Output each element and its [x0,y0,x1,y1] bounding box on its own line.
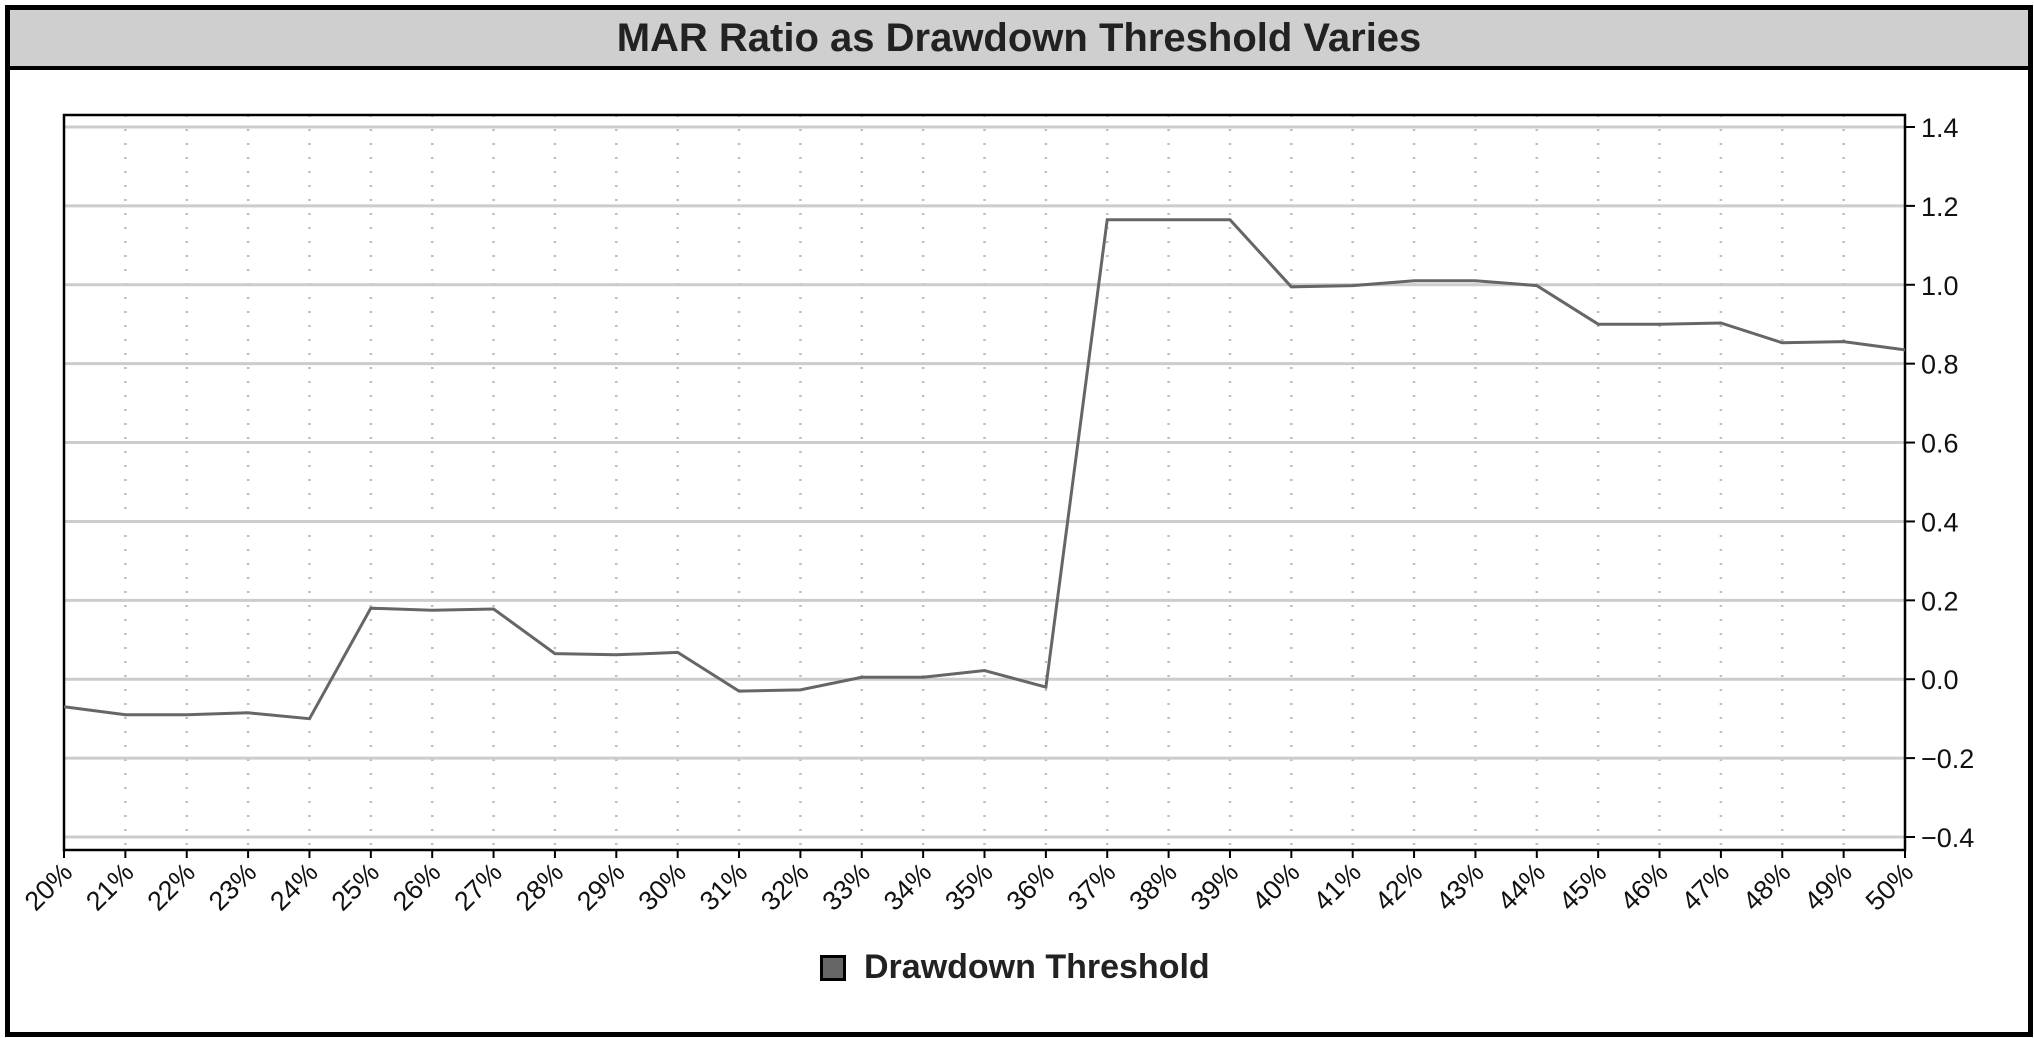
chart-legend: Drawdown Threshold [820,948,1210,987]
x-tick-label: 29% [571,857,630,916]
x-tick-label: 47% [1676,857,1735,916]
chart-title-bar: MAR Ratio as Drawdown Threshold Varies [10,10,2028,70]
chart-title: MAR Ratio as Drawdown Threshold Varies [616,15,1422,60]
y-tick-label: 0.8 [1921,350,1959,380]
x-tick-label: 27% [448,857,507,916]
y-tick-label: 0.4 [1921,507,1959,537]
y-tick-label: 0.0 [1921,665,1959,695]
x-tick-label: 37% [1062,857,1121,916]
y-tick-label: 0.2 [1921,586,1959,616]
x-tick-label: 44% [1492,857,1551,916]
y-tick-label: −0.4 [1921,823,1974,853]
x-tick-label: 33% [817,857,876,916]
x-tick-label: 25% [326,857,385,916]
x-tick-label: 49% [1798,857,1857,916]
x-tick-label: 28% [510,857,569,916]
legend-label: Drawdown Threshold [864,948,1210,986]
x-tick-label: 31% [694,857,753,916]
x-tick-label: 41% [1308,857,1367,916]
x-tick-label: 46% [1614,857,1673,916]
x-tick-label: 34% [878,857,937,916]
x-tick-label: 21% [80,857,139,916]
x-tick-label: 39% [1185,857,1244,916]
plot-area-border [62,113,1907,852]
y-tick-label: 1.4 [1921,113,1959,143]
x-tick-label: 24% [264,857,323,916]
y-tick-label: 0.6 [1921,429,1959,459]
x-tick-label: 40% [1246,857,1305,916]
x-tick-label: 43% [1430,857,1489,916]
x-tick-label: 45% [1553,857,1612,916]
x-tick-label: 36% [1001,857,1060,916]
series-line-drawdown-threshold [63,218,1906,721]
x-tick-label: 23% [203,857,262,916]
x-tick-label: 38% [1123,857,1182,916]
x-tick-label: 22% [142,857,201,916]
x-tick-label: 42% [1369,857,1428,916]
x-tick-label: 32% [755,857,814,916]
x-tick-label: 20% [19,857,78,916]
y-tick-label: −0.2 [1921,744,1974,774]
x-tick-label: 48% [1737,857,1796,916]
y-tick-label: 1.2 [1921,192,1959,222]
x-tick-label: 35% [939,857,998,916]
y-tick-label: 1.0 [1921,271,1959,301]
legend-swatch [820,954,846,981]
x-tick-label: 50% [1860,857,1919,916]
x-tick-label: 30% [632,857,691,916]
x-tick-label: 26% [387,857,446,916]
